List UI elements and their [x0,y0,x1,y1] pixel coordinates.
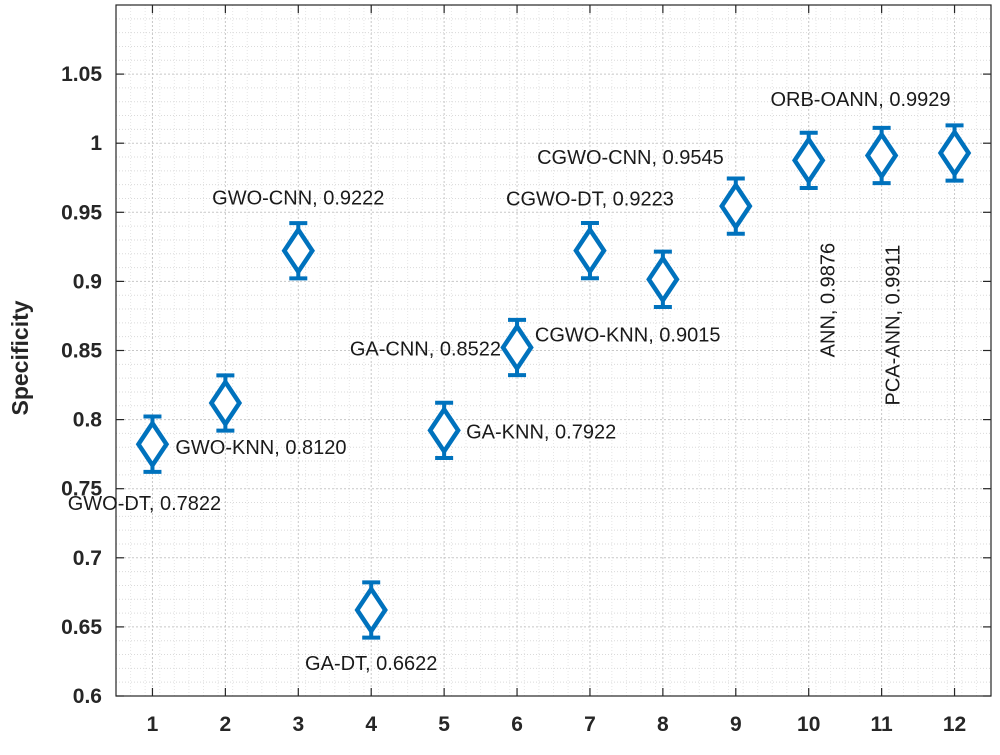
y-tick-label: 0.9 [73,270,102,293]
x-tick-label: 5 [438,713,450,736]
data-label: GA-KNN, 0.7922 [466,421,616,443]
data-point-marker [792,135,826,186]
data-point-marker [500,322,534,373]
data-label: ORB-OANN, 0.9929 [770,89,950,111]
data-point-marker [864,130,899,181]
data-point-marker [208,377,243,429]
x-tick-label: 11 [871,713,894,736]
x-tick-label: 7 [584,713,596,736]
x-tick-label: 10 [797,713,820,736]
data-labels: GWO-DT, 0.7822 GWO-KNN, 0.8120 GWO-CNN, 0.… [68,89,951,675]
data-label: GWO-CNN, 0.9222 [212,188,384,210]
x-tick-label: 9 [730,713,742,736]
y-tick-label: 1 [90,132,102,155]
y-tick-label: 1.05 [61,63,102,86]
data-point-marker [719,181,753,232]
data-point-marker [135,419,170,470]
y-tick-label: 0.75 [61,478,102,501]
data-point-marker [646,254,680,305]
data-label: CGWO-KNN, 0.9015 [535,324,721,346]
data-label: CGWO-DT, 0.9223 [506,189,674,211]
data-point-marker [573,225,607,276]
y-tick-label: 0.7 [73,547,102,570]
data-point-marker [281,225,315,276]
x-tick-label: 8 [657,713,669,736]
x-tick-label: 3 [292,713,304,736]
y-tick-label: 0.6 [73,685,102,708]
data-label: GA-DT, 0.6622 [305,653,437,675]
data-label: GWO-KNN, 0.8120 [175,437,346,459]
x-tick-label: 1 [147,713,159,736]
data-label: PCA-ANN, 0.9911 [883,245,905,406]
data-point-marker [427,405,461,456]
data-label: ANN, 0.9876 [818,243,840,358]
y-tick-label: 0.65 [61,616,102,639]
data-marks [135,123,972,640]
y-tick-label: 0.8 [73,409,103,432]
x-tick-label: 6 [511,713,523,736]
x-tick-label: 12 [943,713,966,736]
data-label: GWO-DT, 0.7822 [68,493,221,515]
data-label: CGWO-CNN, 0.9545 [537,147,724,169]
y-axis-label: Specificity [7,300,33,415]
y-tick-label: 0.85 [61,340,102,363]
y-tick-label: 0.95 [61,201,102,224]
x-tick-label: 4 [365,713,377,736]
data-point-marker [937,127,972,179]
x-tick-label: 2 [220,713,232,736]
data-label: GA-CNN, 0.8522 [350,338,501,360]
data-point-marker [354,584,388,636]
